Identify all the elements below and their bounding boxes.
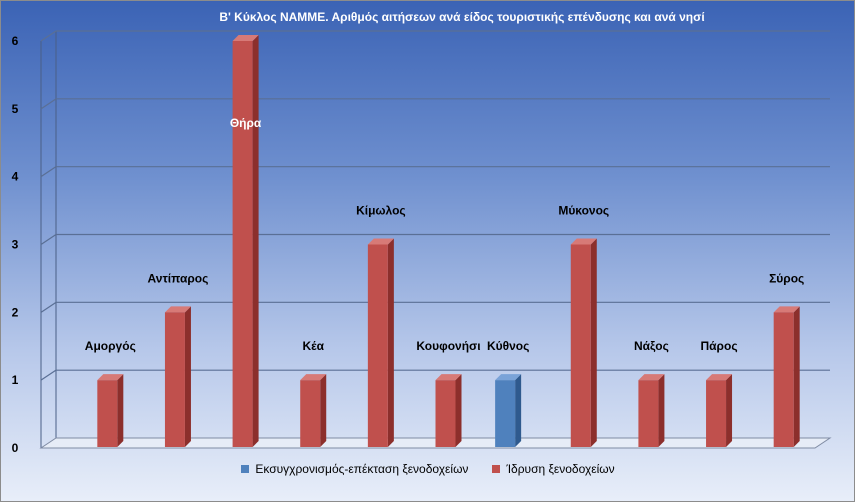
bars xyxy=(97,35,800,447)
legend-label-founding: Ίδρυση ξενοδοχείων xyxy=(506,462,615,476)
bar xyxy=(232,41,253,447)
bar-side xyxy=(726,374,733,447)
data-label: Αμοργός xyxy=(85,339,136,353)
data-label: Πάρος xyxy=(701,339,738,353)
legend-swatch-founding xyxy=(492,465,501,473)
bar-top xyxy=(164,306,191,313)
data-label: Κύθνος xyxy=(487,339,529,353)
gridline-side xyxy=(40,369,57,381)
bar-side xyxy=(184,306,191,447)
data-label: Αντίπαρος xyxy=(148,271,209,285)
bar-top xyxy=(638,374,665,381)
bar xyxy=(570,244,591,447)
gridline-side xyxy=(40,234,57,245)
bar-side xyxy=(658,374,665,447)
bar-side xyxy=(320,374,327,447)
bar-side xyxy=(252,35,259,447)
bar xyxy=(367,244,388,447)
bar-top xyxy=(97,374,124,381)
gridline-side xyxy=(40,301,57,313)
bar-top xyxy=(435,374,462,381)
bar-top xyxy=(773,306,800,313)
legend-label-modernization: Εκσυγχρονισμός-επέκταση ξενοδοχείων xyxy=(255,462,469,476)
bar-side xyxy=(455,374,462,447)
bar-side xyxy=(793,306,800,447)
legend-item-modernization: Εκσυγχρονισμός-επέκταση ξενοδοχείων xyxy=(241,462,468,476)
bar xyxy=(300,380,321,447)
bar-top xyxy=(570,238,597,245)
bar-top xyxy=(300,374,327,381)
data-label: Σύρος xyxy=(769,271,804,285)
bar-side xyxy=(515,374,522,447)
legend-item-founding: Ίδρυση ξενοδοχείων xyxy=(492,462,615,476)
bar xyxy=(706,380,727,447)
gridline-side xyxy=(40,30,57,42)
data-labels: Αμοργός Αντίπαρος Θήρα Κέα Κίμωλος Κουφονήσι Κ… xyxy=(85,116,804,353)
bar xyxy=(495,380,516,447)
y-tick-label: 1 xyxy=(12,373,19,387)
data-label: Νάξος xyxy=(634,339,669,353)
gridline-side xyxy=(40,166,57,178)
data-label: Θήρα xyxy=(230,116,262,130)
bar-side xyxy=(117,374,124,447)
gridline-side xyxy=(40,98,57,110)
data-label: Μύκονος xyxy=(558,204,609,218)
data-label: Κίμωλος xyxy=(356,204,406,218)
bar xyxy=(638,380,659,447)
bar xyxy=(773,312,794,447)
chart-title: Β' Κύκλος ΝΑΜΜΕ. Αριθμός αιτήσεων ανά εί… xyxy=(219,10,704,24)
bar xyxy=(435,380,456,447)
y-tick-label: 0 xyxy=(12,441,19,455)
bar-side xyxy=(387,238,394,447)
bar-side xyxy=(590,238,597,447)
bar xyxy=(97,380,118,447)
bar xyxy=(164,312,185,447)
y-tick-label: 2 xyxy=(12,305,19,319)
y-tick-label: 5 xyxy=(12,102,19,116)
bar-top xyxy=(232,35,259,41)
y-tick-label: 6 xyxy=(12,34,19,48)
data-label: Κέα xyxy=(302,339,324,353)
data-label: Κουφονήσι xyxy=(416,339,480,353)
bar-top xyxy=(495,374,522,381)
y-tick-label: 3 xyxy=(12,238,19,252)
legend-swatch-modernization xyxy=(241,465,250,473)
y-axis-ticks: 0 1 2 3 4 5 6 xyxy=(12,34,19,455)
bar-top xyxy=(706,374,733,381)
y-tick-label: 4 xyxy=(12,170,19,184)
legend: Εκσυγχρονισμός-επέκταση ξενοδοχείων Ίδρυ… xyxy=(198,458,658,480)
bar-top xyxy=(367,238,394,245)
